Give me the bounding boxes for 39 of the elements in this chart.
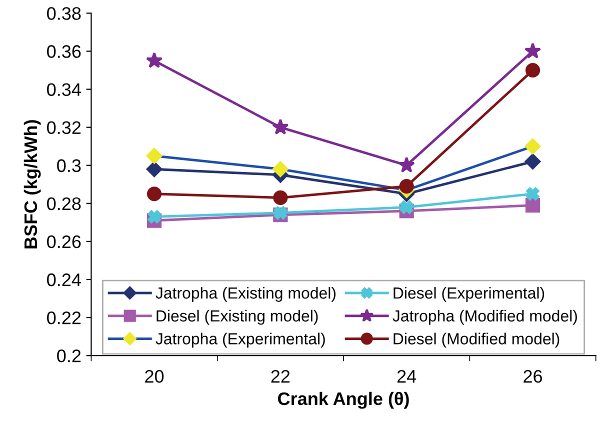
- y-tick-label: 0.2: [57, 350, 81, 362]
- point: [526, 187, 540, 200]
- legend-label: Diesel (Modified model): [394, 332, 560, 348]
- y-tick-label: 0.24: [47, 273, 81, 286]
- y-tick-label: 0.22: [47, 311, 81, 324]
- legend-label: Jatropha (Existing model): [156, 286, 336, 302]
- point: [398, 156, 415, 173]
- x-tick-label: 22: [271, 370, 290, 383]
- point: [524, 42, 542, 58]
- point: [146, 52, 163, 68]
- point: [148, 210, 161, 224]
- legend-label: Jatropha (Experimental): [156, 332, 325, 348]
- x-tick-label: 24: [397, 370, 416, 383]
- point: [524, 138, 541, 154]
- y-tick-label: 0.34: [47, 83, 81, 96]
- legend-label: Diesel (Existing model): [156, 310, 318, 325]
- legend-label: Jatropha (Modified model): [392, 310, 577, 325]
- point: [399, 178, 414, 194]
- y-tick-label: 0.26: [47, 235, 81, 248]
- point: [146, 148, 162, 164]
- point: [273, 190, 288, 205]
- point: [400, 200, 414, 214]
- point: [272, 118, 289, 135]
- y-tick-label: 0.38: [47, 7, 81, 20]
- y-tick-label: 0.32: [47, 121, 81, 134]
- y-tick-label: 0.28: [47, 197, 81, 210]
- y-tick-label: 0.36: [47, 45, 81, 58]
- point: [525, 62, 540, 78]
- point: [524, 154, 541, 170]
- point: [272, 161, 288, 178]
- y-axis-title: BSFC (kg/kWh): [24, 120, 41, 248]
- point: [146, 161, 162, 178]
- x-tick-label: 20: [145, 370, 164, 383]
- y-tick-label: 0.3: [57, 159, 81, 172]
- point: [525, 198, 540, 213]
- x-tick-label: 26: [524, 370, 542, 383]
- legend-label: Diesel (Experimental): [394, 286, 544, 302]
- x-axis-title: Crank Angle (θ): [278, 392, 409, 409]
- point: [146, 186, 162, 202]
